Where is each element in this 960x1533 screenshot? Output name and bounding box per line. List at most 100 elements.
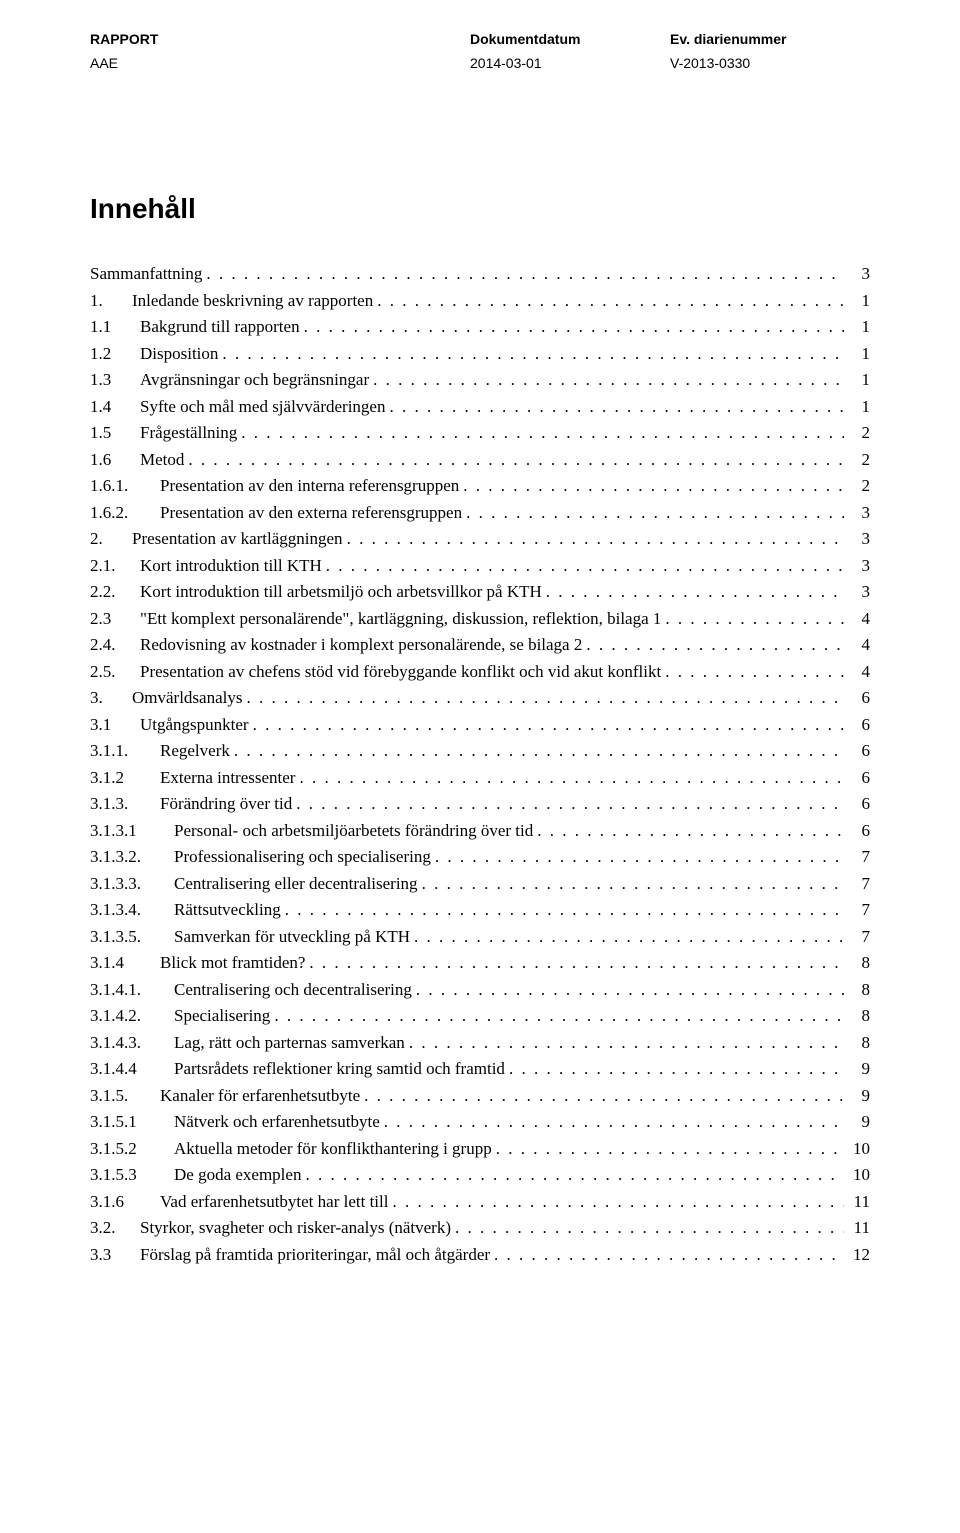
toc-entry-number: 3.3 xyxy=(90,1246,140,1263)
toc-entry-label: Utgångspunkter xyxy=(140,716,253,733)
toc-leader-dots: . . . . . . . . . . . . . . . . . . . . … xyxy=(347,530,844,547)
toc-leader-dots: . . . . . . . . . . . . . . . . . . . . … xyxy=(494,1246,844,1263)
header-row-2: AAE 2014-03-01 V-2013-0330 xyxy=(90,54,870,74)
toc-entry-body: Inledande beskrivning av rapporten. . . … xyxy=(132,292,844,309)
toc-entry: 2.Presentation av kartläggningen. . . . … xyxy=(90,530,870,547)
toc-entry: 3.1.5.Kanaler för erfarenhetsutbyte. . .… xyxy=(90,1087,870,1104)
toc-entry-body: Rättsutveckling. . . . . . . . . . . . .… xyxy=(174,901,844,918)
toc-entry: 3.1.4Blick mot framtiden?. . . . . . . .… xyxy=(90,954,870,971)
toc-entry-label: De goda exemplen xyxy=(174,1166,305,1183)
toc-entry-page: 12 xyxy=(844,1246,870,1263)
toc-leader-dots: . . . . . . . . . . . . . . . . . . . . … xyxy=(455,1219,844,1236)
toc-leader-dots: . . . . . . . . . . . . . . . . . . . . … xyxy=(416,981,844,998)
document-page: RAPPORT Dokumentdatum Ev. diarienummer A… xyxy=(0,0,960,1533)
toc-entry-page: 4 xyxy=(844,610,870,627)
toc-leader-dots: . . . . . . . . . . . . . . . . . . . . … xyxy=(463,477,844,494)
toc-leader-dots: . . . . . . . . . . . . . . . . . . . . … xyxy=(384,1113,844,1130)
toc-entry-body: Specialisering. . . . . . . . . . . . . … xyxy=(174,1007,844,1024)
toc-leader-dots: . . . . . . . . . . . . . . . . . . . . … xyxy=(309,954,844,971)
toc-entry-page: 7 xyxy=(844,928,870,945)
toc-entry-label: Frågeställning xyxy=(140,424,241,441)
toc-entry: 3.1.3.2.Professionalisering och speciali… xyxy=(90,848,870,865)
toc-entry-body: Centralisering eller decentralisering. .… xyxy=(174,875,844,892)
toc-entry-page: 6 xyxy=(844,822,870,839)
toc-entry-body: Professionalisering och specialisering. … xyxy=(174,848,844,865)
toc-entry-body: Personal- och arbetsmiljöarbetets föränd… xyxy=(174,822,844,839)
toc-entry-body: Sammanfattning. . . . . . . . . . . . . … xyxy=(90,265,844,282)
toc-leader-dots: . . . . . . . . . . . . . . . . . . . . … xyxy=(241,424,844,441)
toc-entry-label: "Ett komplext personalärende", kartläggn… xyxy=(140,610,665,627)
toc-entry-number: 2.4. xyxy=(90,636,140,653)
toc-entry-page: 8 xyxy=(844,954,870,971)
toc-entry-number: 3.2. xyxy=(90,1219,140,1236)
toc-entry-number: 3.1.4.2. xyxy=(90,1007,174,1024)
toc-entry-label: Redovisning av kostnader i komplext pers… xyxy=(140,636,586,653)
toc-entry-body: Centralisering och decentralisering. . .… xyxy=(174,981,844,998)
toc-entry-page: 4 xyxy=(844,636,870,653)
toc-entry-number: 3. xyxy=(90,689,132,706)
toc-leader-dots: . . . . . . . . . . . . . . . . . . . . … xyxy=(373,371,844,388)
toc-entry-body: Regelverk. . . . . . . . . . . . . . . .… xyxy=(160,742,844,759)
toc-leader-dots: . . . . . . . . . . . . . . . . . . . . … xyxy=(665,663,844,680)
toc-entry-label: Lag, rätt och parternas samverkan xyxy=(174,1034,409,1051)
toc-entry-page: 11 xyxy=(844,1193,870,1210)
toc-entry-number: 3.1.3.1 xyxy=(90,822,174,839)
toc-entry-label: Förslag på framtida prioriteringar, mål … xyxy=(140,1246,494,1263)
toc-entry: 3.1.1.Regelverk. . . . . . . . . . . . .… xyxy=(90,742,870,759)
toc-entry-label: Centralisering eller decentralisering xyxy=(174,875,422,892)
toc-entry: 1.6Metod. . . . . . . . . . . . . . . . … xyxy=(90,451,870,468)
toc-entry-label: Presentation av kartläggningen xyxy=(132,530,347,547)
toc-entry-label: Samverkan för utveckling på KTH xyxy=(174,928,414,945)
toc-entry-page: 6 xyxy=(844,742,870,759)
toc-entry-number: 2.3 xyxy=(90,610,140,627)
toc-entry-page: 7 xyxy=(844,901,870,918)
toc-leader-dots: . . . . . . . . . . . . . . . . . . . . … xyxy=(389,398,844,415)
toc-entry: 3.1.4.1.Centralisering och decentraliser… xyxy=(90,981,870,998)
toc-entry-body: "Ett komplext personalärende", kartläggn… xyxy=(140,610,844,627)
toc-entry: 3.1.6Vad erfarenhetsutbytet har lett til… xyxy=(90,1193,870,1210)
toc-entry-page: 7 xyxy=(844,848,870,865)
toc-entry-label: Omvärldsanalys xyxy=(132,689,246,706)
toc-entry-body: Externa intressenter. . . . . . . . . . … xyxy=(160,769,844,786)
toc-entry-number: 1.6.2. xyxy=(90,504,160,521)
toc-leader-dots: . . . . . . . . . . . . . . . . . . . . … xyxy=(246,689,844,706)
toc-entry-body: Utgångspunkter. . . . . . . . . . . . . … xyxy=(140,716,844,733)
toc-entry: 2.3"Ett komplext personalärende", kartlä… xyxy=(90,610,870,627)
toc-entry: 3.1.3.1Personal- och arbetsmiljöarbetets… xyxy=(90,822,870,839)
toc-leader-dots: . . . . . . . . . . . . . . . . . . . . … xyxy=(537,822,844,839)
toc-entry-body: Kort introduktion till arbetsmiljö och a… xyxy=(140,583,844,600)
toc-entry-number: 3.1.3.4. xyxy=(90,901,174,918)
toc-entry-label: Regelverk xyxy=(160,742,234,759)
toc-leader-dots: . . . . . . . . . . . . . . . . . . . . … xyxy=(234,742,844,759)
toc-entry-label: Specialisering xyxy=(174,1007,274,1024)
toc-entry-page: 6 xyxy=(844,689,870,706)
toc-entry: 1.1Bakgrund till rapporten. . . . . . . … xyxy=(90,318,870,335)
toc-entry-number: 3.1.5. xyxy=(90,1087,160,1104)
toc-entry-page: 9 xyxy=(844,1060,870,1077)
toc-entry-label: Rättsutveckling xyxy=(174,901,285,918)
toc-entry: 3.3Förslag på framtida prioriteringar, m… xyxy=(90,1246,870,1263)
toc-entry-page: 2 xyxy=(844,424,870,441)
toc-entry: Sammanfattning. . . . . . . . . . . . . … xyxy=(90,265,870,282)
toc-entry-page: 1 xyxy=(844,345,870,362)
toc-entry-page: 6 xyxy=(844,795,870,812)
toc-entry-number: 3.1.5.2 xyxy=(90,1140,174,1157)
toc-entry-body: Metod. . . . . . . . . . . . . . . . . .… xyxy=(140,451,844,468)
toc-leader-dots: . . . . . . . . . . . . . . . . . . . . … xyxy=(665,610,844,627)
toc-entry-number: 3.1 xyxy=(90,716,140,733)
toc-entry: 3.1.3.4.Rättsutveckling. . . . . . . . .… xyxy=(90,901,870,918)
toc-entry-label: Nätverk och erfarenhetsutbyte xyxy=(174,1113,384,1130)
toc-entry-number: 2. xyxy=(90,530,132,547)
toc-entry-label: Partsrådets reflektioner kring samtid oc… xyxy=(174,1060,509,1077)
toc-entry-label: Metod xyxy=(140,451,188,468)
toc-entry: 3.1.4.3.Lag, rätt och parternas samverka… xyxy=(90,1034,870,1051)
toc-entry-body: Presentation av kartläggningen. . . . . … xyxy=(132,530,844,547)
toc-entry-label: Presentation av chefens stöd vid förebyg… xyxy=(140,663,665,680)
toc-entry-body: Blick mot framtiden?. . . . . . . . . . … xyxy=(160,954,844,971)
toc-entry: 3.Omvärldsanalys. . . . . . . . . . . . … xyxy=(90,689,870,706)
header-diary-label: Ev. diarienummer xyxy=(670,30,870,50)
toc-entry-label: Presentation av den externa referensgrup… xyxy=(160,504,466,521)
toc-entry-body: Partsrådets reflektioner kring samtid oc… xyxy=(174,1060,844,1077)
toc-leader-dots: . . . . . . . . . . . . . . . . . . . . … xyxy=(304,318,844,335)
toc-entry-number: 3.1.1. xyxy=(90,742,160,759)
